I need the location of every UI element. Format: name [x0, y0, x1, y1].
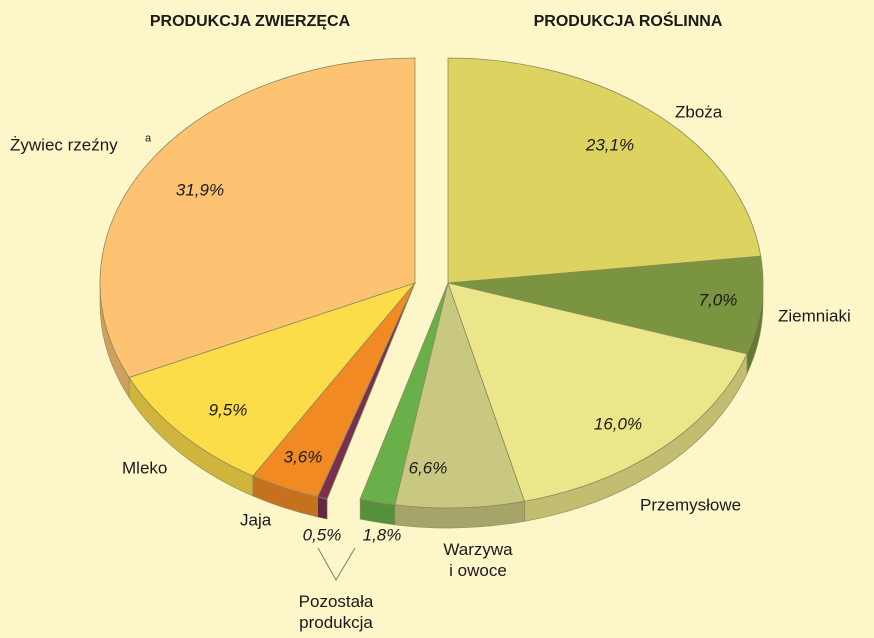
slice	[359, 282, 449, 506]
value-label: 23,1%	[585, 135, 635, 155]
category-label: Ziemniaki	[778, 306, 851, 326]
value-label: 7,0%	[698, 290, 738, 310]
group-title: PRODUKCJA ROŚLINNA	[533, 13, 723, 30]
value-label: 3,6%	[283, 447, 323, 467]
value-label: 9,5%	[208, 400, 248, 420]
category-label: Żywiec rzeźny	[10, 135, 118, 155]
value-label: 31,9%	[175, 180, 225, 200]
slice	[447, 57, 762, 284]
category-label: Przemysłowe	[640, 495, 742, 515]
slice	[317, 282, 416, 500]
slice	[128, 282, 417, 477]
footnote-mark: a	[145, 132, 152, 145]
annotation: Pozostała produkcja	[298, 592, 374, 632]
category-label: Zboża	[675, 102, 723, 122]
category-label: Jaja	[240, 510, 272, 530]
slice	[99, 57, 416, 378]
group-title: PRODUKCJA ZWIERZĘCA	[149, 13, 351, 30]
category-label: Warzywa i owoce	[443, 540, 513, 580]
value-label: 1,8%	[362, 525, 402, 545]
slice	[394, 281, 525, 509]
slice	[447, 255, 764, 355]
leader-line	[317, 547, 356, 581]
value-label: 16,0%	[593, 414, 643, 434]
category-label: Mleko	[122, 458, 168, 478]
slice	[447, 282, 748, 502]
slice-side	[317, 496, 328, 520]
value-label: 0,5%	[302, 525, 342, 545]
value-label: 6,6%	[408, 458, 448, 478]
